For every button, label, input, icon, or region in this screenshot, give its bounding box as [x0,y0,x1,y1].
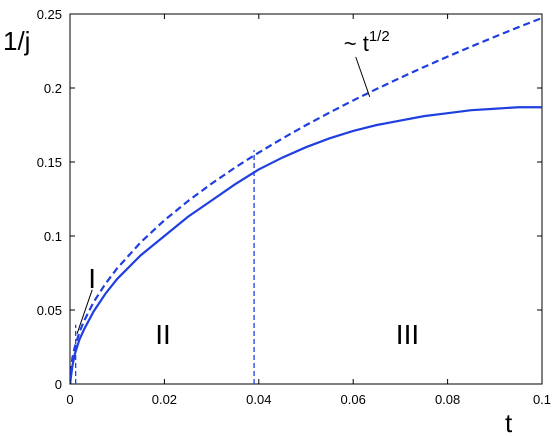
y-tick-label: 0.1 [44,229,62,244]
x-tick-label: 0.04 [246,392,271,407]
y-tick-label: 0.05 [37,303,62,318]
annotation-leader-line [355,56,371,98]
dashed-series-line [70,16,542,384]
solid-series-line [70,106,542,384]
annotations: III III~ t1/2 [76,28,419,350]
chart-marks [70,16,542,384]
x-tick-label: 0.02 [152,392,177,407]
region-label: I [88,263,96,294]
region-label: II [155,319,171,350]
plot-area [69,13,543,385]
y-tick-label: 0.15 [37,155,62,170]
y-tick-label: 0 [55,377,62,392]
x-tick-label: 0.1 [533,392,551,407]
x-tick-label: 0 [66,392,73,407]
scaling-exponent: 1/2 [369,28,390,45]
x-tick-label: 0.06 [341,392,366,407]
region-label: III [396,319,419,350]
y-tick-label: 0.2 [44,81,62,96]
x-axis-label: t [505,408,513,436]
y-tick-label: 0.25 [37,7,62,22]
scaling-annotation: ~ t1/2 [344,28,390,56]
annotation-leader-line [76,289,93,334]
axis-ticks: 0 0.02 0.04 0.06 0.08 0.1 0 0.05 0.1 0.15 0.2 0.25 [37,7,551,407]
x-tick-label: 0.08 [435,392,460,407]
plot-border [69,13,543,385]
y-axis-label: 1/j [3,26,30,56]
